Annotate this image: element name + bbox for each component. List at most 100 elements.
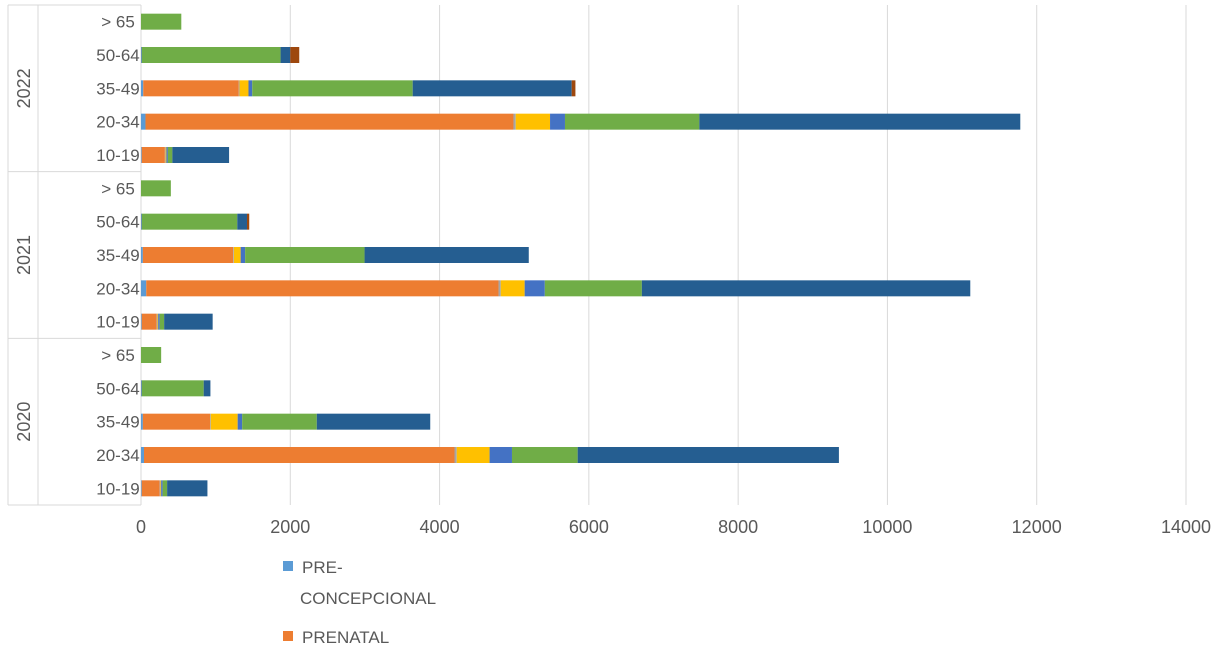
bar-segment — [203, 380, 211, 397]
bar-segment — [143, 447, 455, 463]
bar-segment — [454, 447, 457, 463]
bar-segment — [141, 247, 143, 263]
bar-segment — [456, 447, 490, 463]
bar-segment — [571, 80, 576, 97]
legend-swatch — [283, 631, 293, 641]
bar-segment — [156, 313, 158, 330]
bar-segment — [316, 413, 431, 430]
bar-segment — [489, 447, 512, 463]
category-label: 20-34 — [96, 113, 139, 132]
bar-segment — [158, 313, 160, 330]
bar-segment — [143, 80, 239, 97]
legend-label: PRE- — [302, 558, 343, 577]
bar-segment — [142, 413, 211, 430]
bar-segment — [641, 280, 971, 297]
bar-segment — [164, 313, 213, 330]
x-tick-label: 14000 — [1161, 517, 1211, 537]
bar-segment — [167, 480, 208, 497]
group-label: 2021 — [14, 235, 34, 275]
bar-segment — [242, 413, 317, 430]
bar-segment — [141, 147, 165, 163]
bar-segment — [141, 113, 146, 130]
bar-segment — [524, 280, 545, 297]
bar-segment — [157, 313, 159, 330]
bar-segment — [515, 113, 551, 130]
legend-swatch — [283, 561, 293, 571]
bar-segment — [364, 247, 529, 263]
category-label: 10-19 — [96, 146, 139, 165]
category-label: 50-64 — [96, 213, 139, 232]
x-tick-label: 4000 — [420, 517, 460, 537]
bar-segment — [498, 280, 501, 297]
bar-segment — [145, 113, 514, 130]
bar-segment — [160, 480, 162, 497]
bar-segment — [237, 213, 247, 230]
bar-segment — [240, 247, 246, 263]
category-label: > 65 — [101, 179, 135, 198]
bar-segment — [142, 247, 234, 263]
bar-segment — [141, 480, 160, 497]
bar-segment — [248, 80, 253, 97]
bar-segment — [412, 80, 572, 97]
bar-segment — [141, 380, 142, 397]
bar-segment — [577, 447, 839, 463]
bar-segment — [238, 80, 240, 97]
bar-segment — [141, 280, 147, 297]
bar-segment — [511, 447, 578, 463]
x-tick-label: 6000 — [569, 517, 609, 537]
category-label: > 65 — [101, 346, 135, 365]
bar-segment — [146, 280, 499, 297]
bar-segment — [141, 47, 142, 63]
bar-segment — [141, 380, 204, 397]
x-tick-label: 10000 — [862, 517, 912, 537]
category-label: 50-64 — [96, 379, 139, 398]
bar-segment — [172, 147, 230, 163]
bar-segment — [141, 47, 281, 63]
group-label: 2022 — [14, 68, 34, 108]
bar-segment — [141, 413, 143, 430]
bar-segment — [166, 147, 168, 163]
x-tick-label: 12000 — [1012, 517, 1062, 537]
category-label: 50-64 — [96, 46, 139, 65]
bar-segment — [141, 80, 144, 97]
x-tick-label: 2000 — [270, 517, 310, 537]
legend-label: PRENATAL — [302, 628, 389, 647]
bar-segment — [246, 213, 250, 230]
bar-segment — [513, 113, 516, 130]
category-label: > 65 — [101, 13, 135, 32]
category-label: 10-19 — [96, 313, 139, 332]
bar-segment — [233, 247, 234, 263]
bar-segment — [141, 213, 238, 230]
bar-segment — [141, 447, 144, 463]
bar-segment — [699, 113, 1021, 130]
bar-segment — [233, 247, 241, 263]
bar-segment — [141, 313, 142, 330]
bar-segment — [550, 113, 565, 130]
bar-segment — [500, 280, 525, 297]
bar-segment — [239, 80, 249, 97]
bar-segment — [165, 147, 167, 163]
bar-segment — [290, 47, 300, 63]
bar-segment — [167, 147, 173, 163]
bar-segment — [210, 413, 211, 430]
bar-segment — [162, 480, 168, 497]
x-tick-label: 0 — [136, 517, 146, 537]
x-tick-label: 8000 — [718, 517, 758, 537]
bar-segment — [210, 413, 238, 430]
bar-segment — [159, 480, 161, 497]
group-label: 2020 — [14, 402, 34, 442]
bar-segment — [564, 113, 700, 130]
bar-segment — [141, 147, 142, 163]
bar-segment — [141, 480, 142, 497]
bar-segment — [164, 147, 166, 163]
bar-segment — [141, 13, 182, 30]
bar-segment — [141, 180, 171, 197]
bar-segment — [544, 280, 642, 297]
category-label: 35-49 — [96, 413, 139, 432]
category-label: 20-34 — [96, 279, 139, 298]
category-label: 35-49 — [96, 246, 139, 265]
bar-segment — [237, 413, 243, 430]
category-label: 10-19 — [96, 479, 139, 498]
bar-segment — [159, 313, 165, 330]
